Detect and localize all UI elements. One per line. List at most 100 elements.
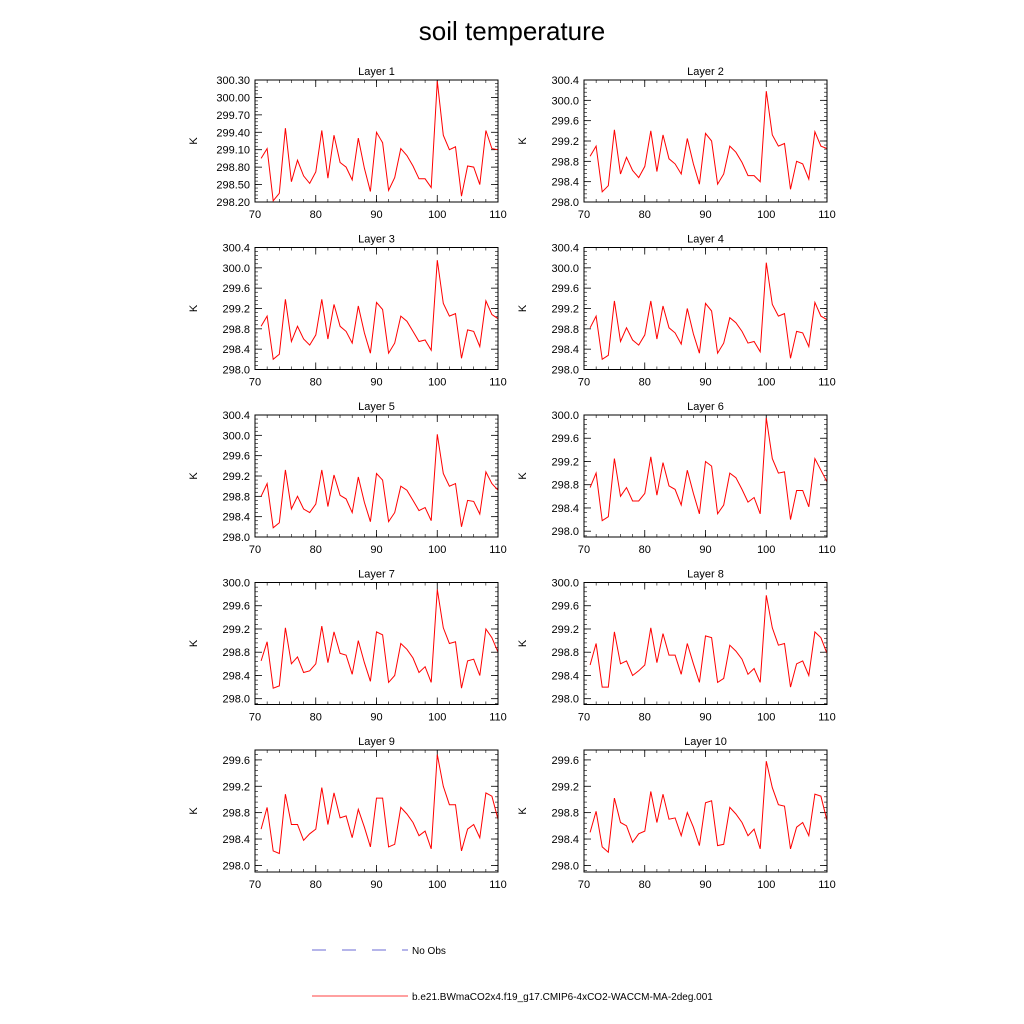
y-tick-label: 300.0 — [551, 95, 579, 107]
y-tick-label: 300.30 — [216, 75, 250, 87]
y-tick-label: 300.00 — [216, 92, 250, 104]
y-tick-label: 299.10 — [216, 145, 250, 157]
series-line — [260, 754, 499, 855]
y-tick-label: 298.4 — [222, 670, 250, 682]
x-tick-label: 110 — [489, 712, 507, 724]
y-tick-label: 300.0 — [551, 263, 579, 275]
x-tick-label: 100 — [428, 712, 446, 724]
y-tick-label: 299.2 — [222, 304, 250, 316]
y-tick-label: 298.4 — [551, 503, 579, 515]
x-tick-label: 80 — [310, 377, 322, 389]
y-tick-label: 299.6 — [222, 601, 250, 613]
y-axis-label: K — [517, 639, 529, 647]
panel-layer-8: Layer 8 70 80 90 100 110 298.0 298.4 298.8 299.2 2… — [517, 569, 836, 724]
y-tick-label: 298.0 — [551, 860, 579, 872]
x-tick-label: 110 — [489, 879, 507, 891]
series-line — [260, 81, 499, 203]
panel-layer-6: Layer 6 70 80 90 100 110 298.0 298.4 298.8 299.2 2… — [517, 401, 836, 556]
x-tick-label: 70 — [249, 377, 261, 389]
panel-layer-5: Layer 5 70 80 90 100 110 298.0 298.4 298.8 299.2 2… — [188, 401, 507, 556]
y-tick-label: 299.2 — [222, 781, 250, 793]
y-tick-label: 298.8 — [222, 324, 250, 336]
y-tick-label: 298.0 — [551, 197, 579, 209]
figure-title: soil temperature — [419, 16, 605, 46]
y-axis-label: K — [517, 304, 529, 312]
x-tick-label: 70 — [578, 377, 590, 389]
y-tick-label: 299.2 — [551, 456, 579, 468]
panel-title: Layer 5 — [358, 401, 395, 413]
series-line — [260, 434, 499, 529]
y-tick-label: 298.4 — [551, 344, 579, 356]
x-tick-label: 110 — [818, 712, 836, 724]
y-tick-label: 298.8 — [222, 491, 250, 503]
y-axis-label: K — [517, 472, 529, 480]
plot-frame — [583, 79, 828, 203]
panel-title: Layer 8 — [687, 569, 724, 581]
y-tick-label: 300.0 — [222, 263, 250, 275]
y-tick-label: 299.2 — [551, 136, 579, 148]
y-tick-label: 298.0 — [222, 365, 250, 377]
plot-frame — [254, 749, 499, 873]
panel-layer-7: Layer 7 70 80 90 100 110 298.0 298.4 298.8 299.2 2… — [188, 569, 507, 724]
panel-layer-2: Layer 2 70 80 90 100 110 298.0 298.4 298.8 299.2 2… — [517, 66, 836, 221]
x-tick-label: 90 — [699, 209, 711, 221]
y-tick-label: 299.6 — [222, 283, 250, 295]
legend-model-label: b.e21.BWmaCO2x4.f19_g17.CMIP6-4xCO2-WACC… — [412, 992, 713, 1003]
x-tick-label: 100 — [757, 712, 775, 724]
y-axis-label: K — [188, 639, 200, 647]
y-tick-label: 299.2 — [551, 304, 579, 316]
y-tick-label: 298.4 — [222, 344, 250, 356]
x-tick-label: 70 — [578, 712, 590, 724]
y-tick-label: 298.8 — [222, 647, 250, 659]
x-tick-label: 70 — [578, 209, 590, 221]
panel-title: Layer 4 — [687, 234, 724, 246]
panel-layer-9: Layer 9 70 80 90 100 110 298.0 298.4 298.8 299.2 2… — [188, 736, 507, 891]
x-tick-label: 110 — [489, 544, 507, 556]
panel-title: Layer 10 — [684, 736, 727, 748]
y-axis-label: K — [188, 472, 200, 480]
x-tick-label: 110 — [818, 209, 836, 221]
x-tick-label: 100 — [428, 544, 446, 556]
series-line — [589, 417, 828, 522]
y-tick-label: 298.0 — [222, 694, 250, 706]
y-tick-label: 300.4 — [551, 243, 579, 255]
y-axis-label: K — [188, 304, 200, 312]
panel-title: Layer 9 — [358, 736, 395, 748]
panel-title: Layer 3 — [358, 234, 395, 246]
series-line — [260, 589, 499, 689]
plot-frame — [254, 247, 499, 370]
y-tick-label: 300.4 — [222, 243, 250, 255]
y-tick-label: 300.0 — [551, 410, 579, 422]
panel-title: Layer 7 — [358, 569, 395, 581]
x-tick-label: 70 — [578, 879, 590, 891]
x-tick-label: 80 — [639, 712, 651, 724]
series-line — [589, 262, 828, 361]
y-axis-label: K — [188, 807, 200, 815]
panel-layer-1: Layer 1 70 80 90 100 110 298.20 298.50 298.80 299… — [188, 66, 507, 221]
x-tick-label: 100 — [428, 879, 446, 891]
y-tick-label: 299.40 — [216, 127, 250, 139]
x-tick-label: 100 — [757, 879, 775, 891]
x-tick-label: 80 — [310, 879, 322, 891]
x-tick-label: 110 — [818, 879, 836, 891]
panel-layer-3: Layer 3 70 80 90 100 110 298.0 298.4 298.8 299.2 2… — [188, 234, 507, 389]
y-tick-label: 299.6 — [551, 283, 579, 295]
y-tick-label: 298.0 — [551, 694, 579, 706]
x-tick-label: 100 — [428, 377, 446, 389]
y-tick-label: 299.2 — [551, 781, 579, 793]
x-tick-label: 90 — [370, 712, 382, 724]
y-tick-label: 299.2 — [551, 624, 579, 636]
y-tick-label: 298.4 — [551, 177, 579, 189]
panel-title: Layer 1 — [358, 66, 395, 78]
y-tick-label: 298.0 — [551, 365, 579, 377]
x-tick-label: 110 — [818, 377, 836, 389]
panel-title: Layer 2 — [687, 66, 724, 78]
y-axis-label: K — [188, 137, 200, 145]
y-tick-label: 298.8 — [551, 808, 579, 820]
y-tick-label: 298.0 — [551, 526, 579, 538]
series-line — [260, 260, 499, 361]
y-tick-label: 299.70 — [216, 110, 250, 122]
legend-obs-label: No Obs — [412, 946, 446, 957]
y-axis-label: K — [517, 807, 529, 815]
x-tick-label: 70 — [249, 209, 261, 221]
